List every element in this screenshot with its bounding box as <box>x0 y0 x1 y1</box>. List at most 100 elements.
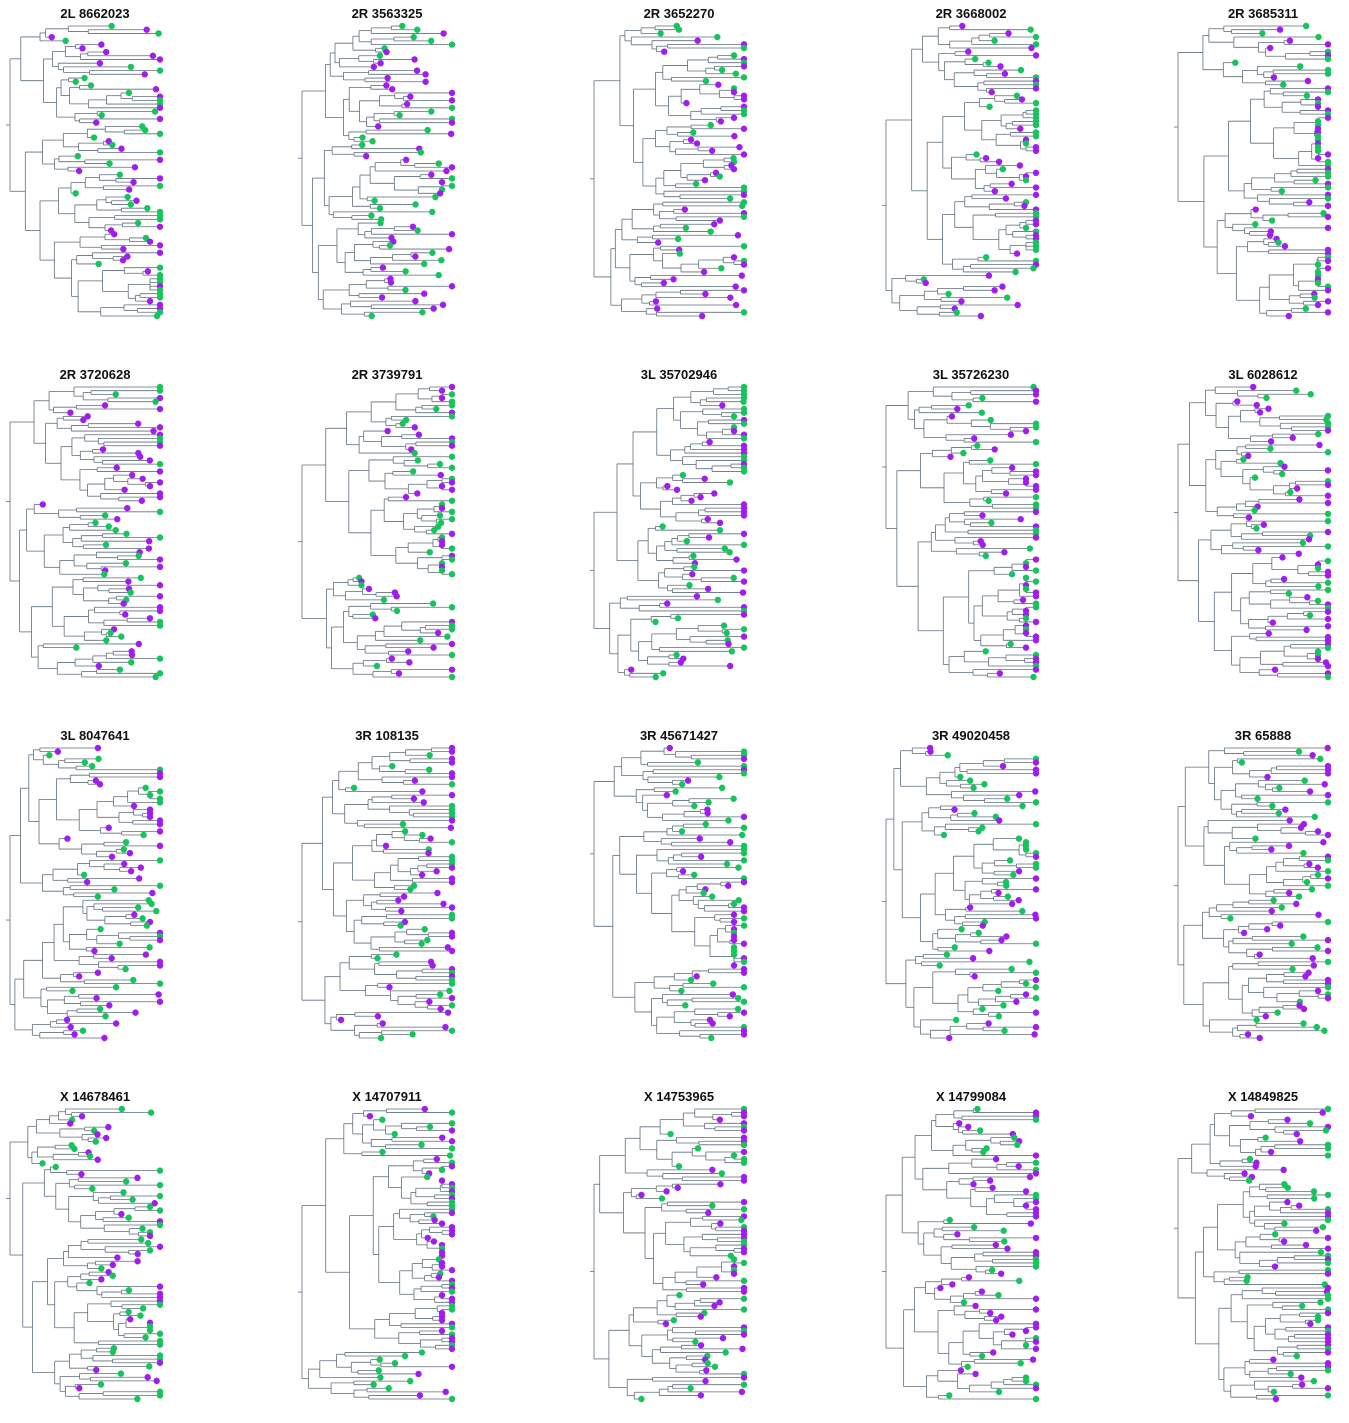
tip-marker <box>1032 788 1038 794</box>
tip-marker <box>1277 26 1283 32</box>
tip-marker <box>717 173 723 179</box>
tip-marker <box>719 67 725 73</box>
tip-marker <box>449 531 455 537</box>
tip-marker <box>683 225 689 231</box>
tip-marker <box>1315 104 1321 110</box>
tip-marker <box>1251 507 1257 513</box>
tip-marker <box>727 479 733 485</box>
tip-marker <box>733 71 739 77</box>
tip-marker <box>1304 594 1310 600</box>
tip-marker <box>1033 439 1039 445</box>
tip-marker <box>142 127 148 133</box>
tip-marker <box>1325 616 1331 622</box>
tip-marker <box>1021 203 1027 209</box>
tip-marker <box>449 980 455 986</box>
tip-marker <box>150 53 156 59</box>
tip-marker <box>1282 806 1288 812</box>
tip-marker <box>709 148 715 154</box>
tip-marker <box>1014 250 1020 256</box>
tip-marker <box>741 151 747 157</box>
tip-marker <box>1303 305 1309 311</box>
tip-marker <box>410 34 416 40</box>
tip-marker <box>1033 494 1039 500</box>
tip-marker <box>1033 509 1039 515</box>
tip-marker <box>1312 177 1318 183</box>
tip-marker <box>1033 192 1039 198</box>
tip-marker <box>449 879 455 885</box>
tip-marker <box>730 796 736 802</box>
tip-marker <box>372 615 378 621</box>
tip-marker <box>412 777 418 783</box>
tip-marker <box>1250 384 1256 390</box>
tip-marker <box>135 220 141 226</box>
tip-marker <box>97 781 103 787</box>
tip-marker <box>691 564 697 570</box>
tip-marker <box>741 644 747 650</box>
tip-marker <box>1031 1031 1037 1037</box>
tip-marker <box>678 659 684 665</box>
tip-marker <box>143 27 149 33</box>
tip-marker <box>1325 265 1331 271</box>
tip-marker <box>1325 832 1331 838</box>
tip-marker <box>1325 868 1331 874</box>
tip-marker <box>157 424 163 430</box>
tip-marker <box>449 231 455 237</box>
tip-marker <box>1033 915 1039 921</box>
tip-marker <box>1268 846 1274 852</box>
tip-marker <box>102 1013 108 1019</box>
tip-marker <box>1033 854 1039 860</box>
tip-marker <box>106 160 112 166</box>
tip-marker <box>1308 391 1314 397</box>
tip-marker <box>135 904 141 910</box>
tree-panel: 3R 108135 <box>292 722 482 1062</box>
tip-marker <box>113 391 119 397</box>
tip-marker <box>685 777 691 783</box>
tip-marker <box>97 1006 103 1012</box>
tip-marker <box>741 74 747 80</box>
tip-marker <box>970 955 976 961</box>
tip-marker <box>1023 177 1029 183</box>
tip-marker <box>1267 445 1273 451</box>
tip-marker <box>449 781 455 787</box>
tip-marker <box>1263 395 1269 401</box>
tip-marker <box>157 534 163 540</box>
tip-marker <box>1325 529 1331 535</box>
tip-marker <box>157 999 163 1005</box>
tip-marker <box>93 995 99 1001</box>
tip-marker <box>111 886 117 892</box>
tip-marker <box>741 567 747 573</box>
tip-marker <box>449 164 455 170</box>
tip-marker <box>731 937 737 943</box>
tip-marker <box>741 999 747 1005</box>
tip-marker <box>1241 930 1247 936</box>
tip-marker <box>1019 96 1025 102</box>
tip-marker <box>449 839 455 845</box>
tip-marker <box>1033 593 1039 599</box>
tip-marker <box>122 966 128 972</box>
tree-panel: 3L 35726230 <box>876 361 1066 701</box>
tip-marker <box>146 538 152 544</box>
tip-marker <box>1033 1024 1039 1030</box>
tip-marker <box>433 868 439 874</box>
tip-marker <box>97 60 103 66</box>
tip-marker <box>1325 287 1331 293</box>
tip-marker <box>730 991 736 997</box>
tip-marker <box>369 138 375 144</box>
tip-marker <box>701 269 707 275</box>
tip-marker <box>412 298 418 304</box>
tip-marker <box>157 183 163 189</box>
tip-marker <box>688 977 694 983</box>
tip-marker <box>1033 864 1039 870</box>
tip-marker <box>415 457 421 463</box>
tip-marker <box>410 468 416 474</box>
tip-marker <box>64 835 70 841</box>
tip-marker <box>102 512 108 518</box>
tip-marker <box>403 494 409 500</box>
tip-marker <box>1267 232 1273 238</box>
tip-marker <box>680 472 686 478</box>
tip-marker <box>1305 78 1311 84</box>
tree-panel: 3L 6028612 <box>1168 361 1349 701</box>
tip-marker <box>49 34 55 40</box>
tip-marker <box>377 220 383 226</box>
tip-marker <box>449 864 455 870</box>
